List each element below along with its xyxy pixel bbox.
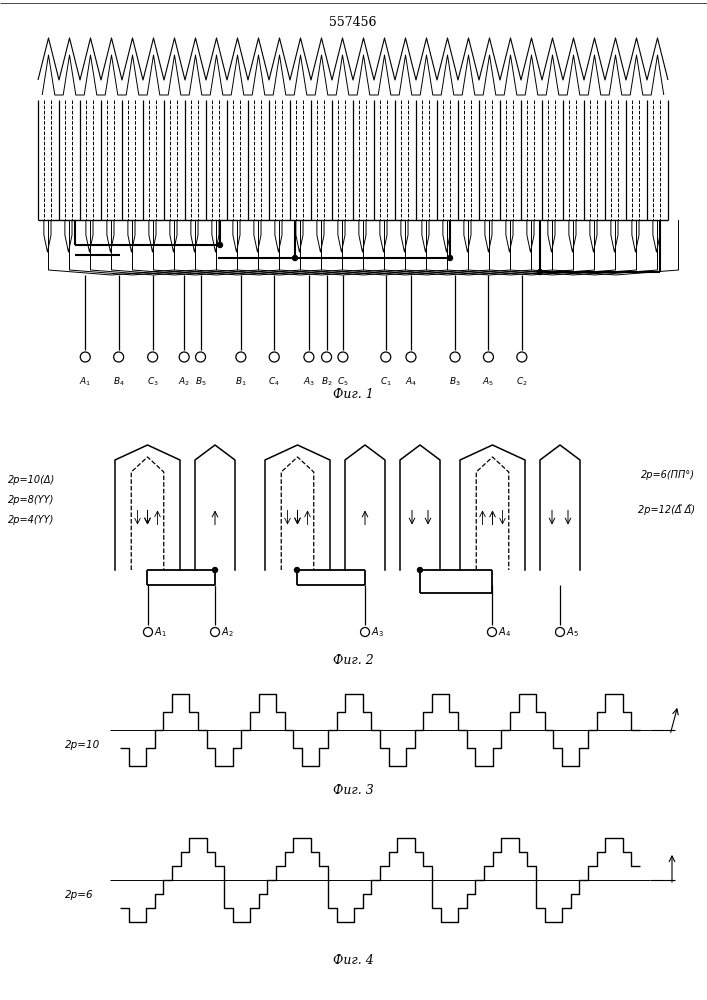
Text: $B_1$: $B_1$ bbox=[235, 375, 247, 387]
Text: $A_3$: $A_3$ bbox=[371, 625, 384, 639]
Text: $A_5$: $A_5$ bbox=[566, 625, 579, 639]
Circle shape bbox=[448, 255, 452, 260]
Text: $B_4$: $B_4$ bbox=[112, 375, 124, 387]
Text: $B_3$: $B_3$ bbox=[449, 375, 461, 387]
Text: 2p=10: 2p=10 bbox=[65, 740, 100, 750]
Circle shape bbox=[295, 568, 300, 572]
Text: 2p=4(YY): 2p=4(YY) bbox=[8, 515, 54, 525]
Text: Фиг. 4: Фиг. 4 bbox=[332, 954, 373, 966]
Text: $C_2$: $C_2$ bbox=[516, 375, 527, 387]
Text: $B_5$: $B_5$ bbox=[194, 375, 206, 387]
Text: $B_2$: $B_2$ bbox=[321, 375, 332, 387]
Text: $C_3$: $C_3$ bbox=[147, 375, 158, 387]
Text: $A_4$: $A_4$ bbox=[498, 625, 511, 639]
Text: 557456: 557456 bbox=[329, 15, 377, 28]
Text: $C_5$: $C_5$ bbox=[337, 375, 349, 387]
Text: 2p=10(Δ): 2p=10(Δ) bbox=[8, 475, 55, 485]
Text: $A_4$: $A_4$ bbox=[405, 375, 417, 387]
Circle shape bbox=[218, 242, 223, 247]
Text: $A_2$: $A_2$ bbox=[178, 375, 190, 387]
Text: $A_5$: $A_5$ bbox=[482, 375, 494, 387]
Text: Фиг. 2: Фиг. 2 bbox=[332, 654, 373, 666]
Text: $C_1$: $C_1$ bbox=[380, 375, 392, 387]
Text: 2p=12(Δ̃ Δ̃): 2p=12(Δ̃ Δ̃) bbox=[638, 505, 695, 515]
Text: Фиг. 1: Фиг. 1 bbox=[332, 388, 373, 401]
Text: 2p=8(YY): 2p=8(YY) bbox=[8, 495, 54, 505]
Circle shape bbox=[213, 568, 218, 572]
Text: 2p=6(ПП°): 2p=6(ПП°) bbox=[641, 470, 695, 480]
Text: $C_4$: $C_4$ bbox=[268, 375, 280, 387]
Circle shape bbox=[418, 568, 423, 572]
Text: Фиг. 3: Фиг. 3 bbox=[332, 784, 373, 796]
Text: 2p=6: 2p=6 bbox=[65, 890, 93, 900]
Circle shape bbox=[537, 269, 542, 274]
Text: $A_3$: $A_3$ bbox=[303, 375, 315, 387]
Text: $A_2$: $A_2$ bbox=[221, 625, 234, 639]
Text: $A_1$: $A_1$ bbox=[79, 375, 91, 387]
Text: $A_1$: $A_1$ bbox=[154, 625, 167, 639]
Circle shape bbox=[293, 255, 298, 260]
